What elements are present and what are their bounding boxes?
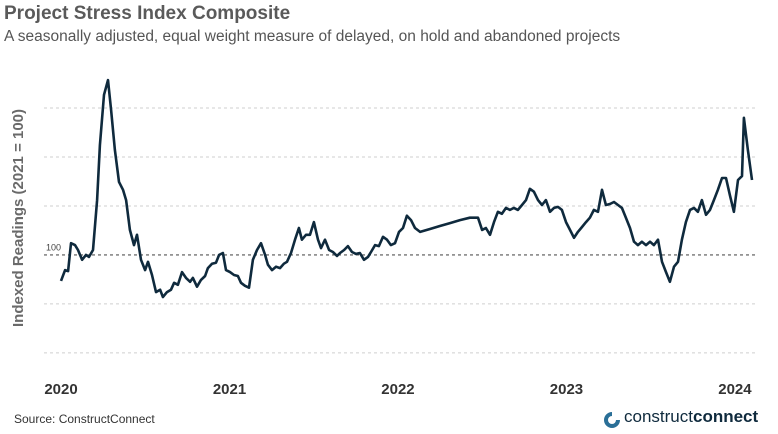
logo-text: constructconnect (624, 407, 759, 426)
data-line (59, 78, 754, 299)
logo: constructconnect (604, 407, 759, 428)
source: Source: ConstructConnect (14, 412, 155, 426)
x-tick-label: 2021 (213, 381, 246, 398)
y-tick-label: 100 (46, 242, 61, 252)
x-tick-label: 2023 (550, 381, 583, 398)
x-tick-label: 2022 (381, 381, 414, 398)
chart-subtitle: A seasonally adjusted, equal weight meas… (4, 28, 620, 45)
y-axis-label: Indexed Readings (2021 = 100) (10, 109, 27, 327)
chart-title: Project Stress Index Composite (4, 3, 290, 24)
x-tick-label: 2020 (44, 381, 77, 398)
logo-part: connect (693, 407, 759, 426)
x-tick-label: 2024 (718, 381, 752, 398)
logo-icon (604, 412, 620, 428)
logo-part: construct (624, 407, 693, 426)
